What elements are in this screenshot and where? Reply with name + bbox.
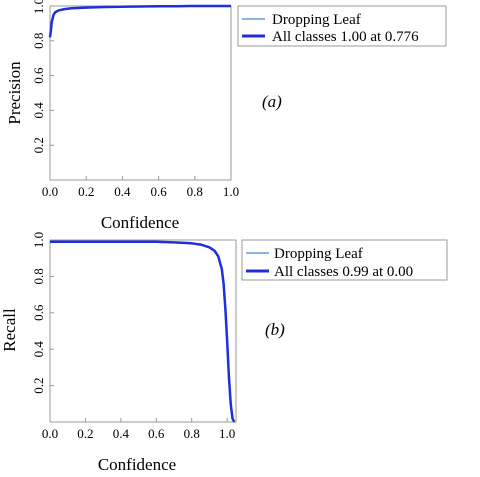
plot-b-x-tick-label: 0.0 xyxy=(42,426,58,441)
plot-b-axes-frame xyxy=(49,239,237,423)
plot-b-legend-entry-all-classes: All classes 0.99 at 0.00 xyxy=(274,264,413,280)
plot-a-x-axis-label: Confidence xyxy=(101,213,179,232)
plot-b-x-tick-label: 0.8 xyxy=(184,426,200,441)
plot-a-x-tick-label: 0.6 xyxy=(150,184,167,199)
plot-b-x-ticks: 0.0 0.2 0.4 0.6 0.8 1.0 xyxy=(42,418,235,441)
plot-a-x-tick-label: 0.8 xyxy=(187,184,203,199)
plot-b-x-axis-label: Confidence xyxy=(98,455,176,474)
plot-b-x-tick-label: 0.6 xyxy=(148,426,165,441)
plot-b-legend: Dropping Leaf All classes 0.99 at 0.00 xyxy=(241,239,448,281)
plot-b-legend-entry-dropping-leaf: Dropping Leaf xyxy=(274,246,363,262)
plot-a-y-tick-label: 1.0 xyxy=(31,0,46,14)
plot-b-y-tick-label: 0.6 xyxy=(31,304,46,321)
plot-a-legend-entry-all-classes: All classes 1.00 at 0.776 xyxy=(272,29,419,45)
plot-b-legend-box xyxy=(241,239,448,281)
plot-a-axes-frame xyxy=(49,5,232,181)
plot-a-x-tick-label: 1.0 xyxy=(223,184,239,199)
panel-a-precision-confidence: 0.0 0.2 0.4 0.6 0.8 1.0 0.2 0.4 0.6 0.8 1.0 Confi… xyxy=(5,0,447,232)
plot-b-series-line-all-classes xyxy=(50,240,236,423)
plot-b-x-tick-label: 0.4 xyxy=(113,426,130,441)
plot-b-x-tick-label: 0.2 xyxy=(77,426,93,441)
plot-b-series-group xyxy=(50,240,236,423)
plot-a-y-axis-label: Precision xyxy=(5,61,24,125)
plot-b-y-ticks: 0.2 0.4 0.6 0.8 1.0 xyxy=(31,232,54,394)
plot-a-series-line-all-classes xyxy=(48,4,231,38)
panel-a-label: (a) xyxy=(262,92,282,111)
plot-b-y-tick-label: 0.8 xyxy=(31,268,46,284)
plot-b-y-tick-label: 0.4 xyxy=(31,341,46,358)
plot-b-x-tick-label: 1.0 xyxy=(219,426,235,441)
plot-a-x-tick-label: 0.4 xyxy=(114,184,131,199)
panel-b-recall-confidence: 0.0 0.2 0.4 0.6 0.8 1.0 0.2 0.4 0.6 0.8 1.0 Confi… xyxy=(0,232,448,474)
plot-a-y-tick-label: 0.2 xyxy=(31,137,46,153)
plot-a-legend: Dropping Leaf All classes 1.00 at 0.776 xyxy=(237,5,447,47)
plot-a-legend-entry-dropping-leaf: Dropping Leaf xyxy=(272,12,361,28)
plot-a-y-tick-label: 0.8 xyxy=(31,33,46,49)
plot-a-y-tick-label: 0.4 xyxy=(31,102,46,119)
plot-a-y-ticks: 0.2 0.4 0.6 0.8 1.0 xyxy=(31,0,54,153)
plot-b-y-tick-label: 0.2 xyxy=(31,377,46,393)
plot-a-y-tick-label: 0.6 xyxy=(31,67,46,84)
plot-a-series-group xyxy=(48,4,231,38)
panel-b-label: (b) xyxy=(265,320,285,339)
plot-a-x-tick-label: 0.2 xyxy=(78,184,94,199)
plot-b-y-tick-label: 1.0 xyxy=(31,232,46,248)
plot-a-x-tick-label: 0.0 xyxy=(42,184,58,199)
plot-a-x-ticks: 0.0 0.2 0.4 0.6 0.8 1.0 xyxy=(42,176,239,199)
plot-a-legend-box xyxy=(237,5,447,47)
plot-b-y-axis-label: Recall xyxy=(0,308,19,352)
